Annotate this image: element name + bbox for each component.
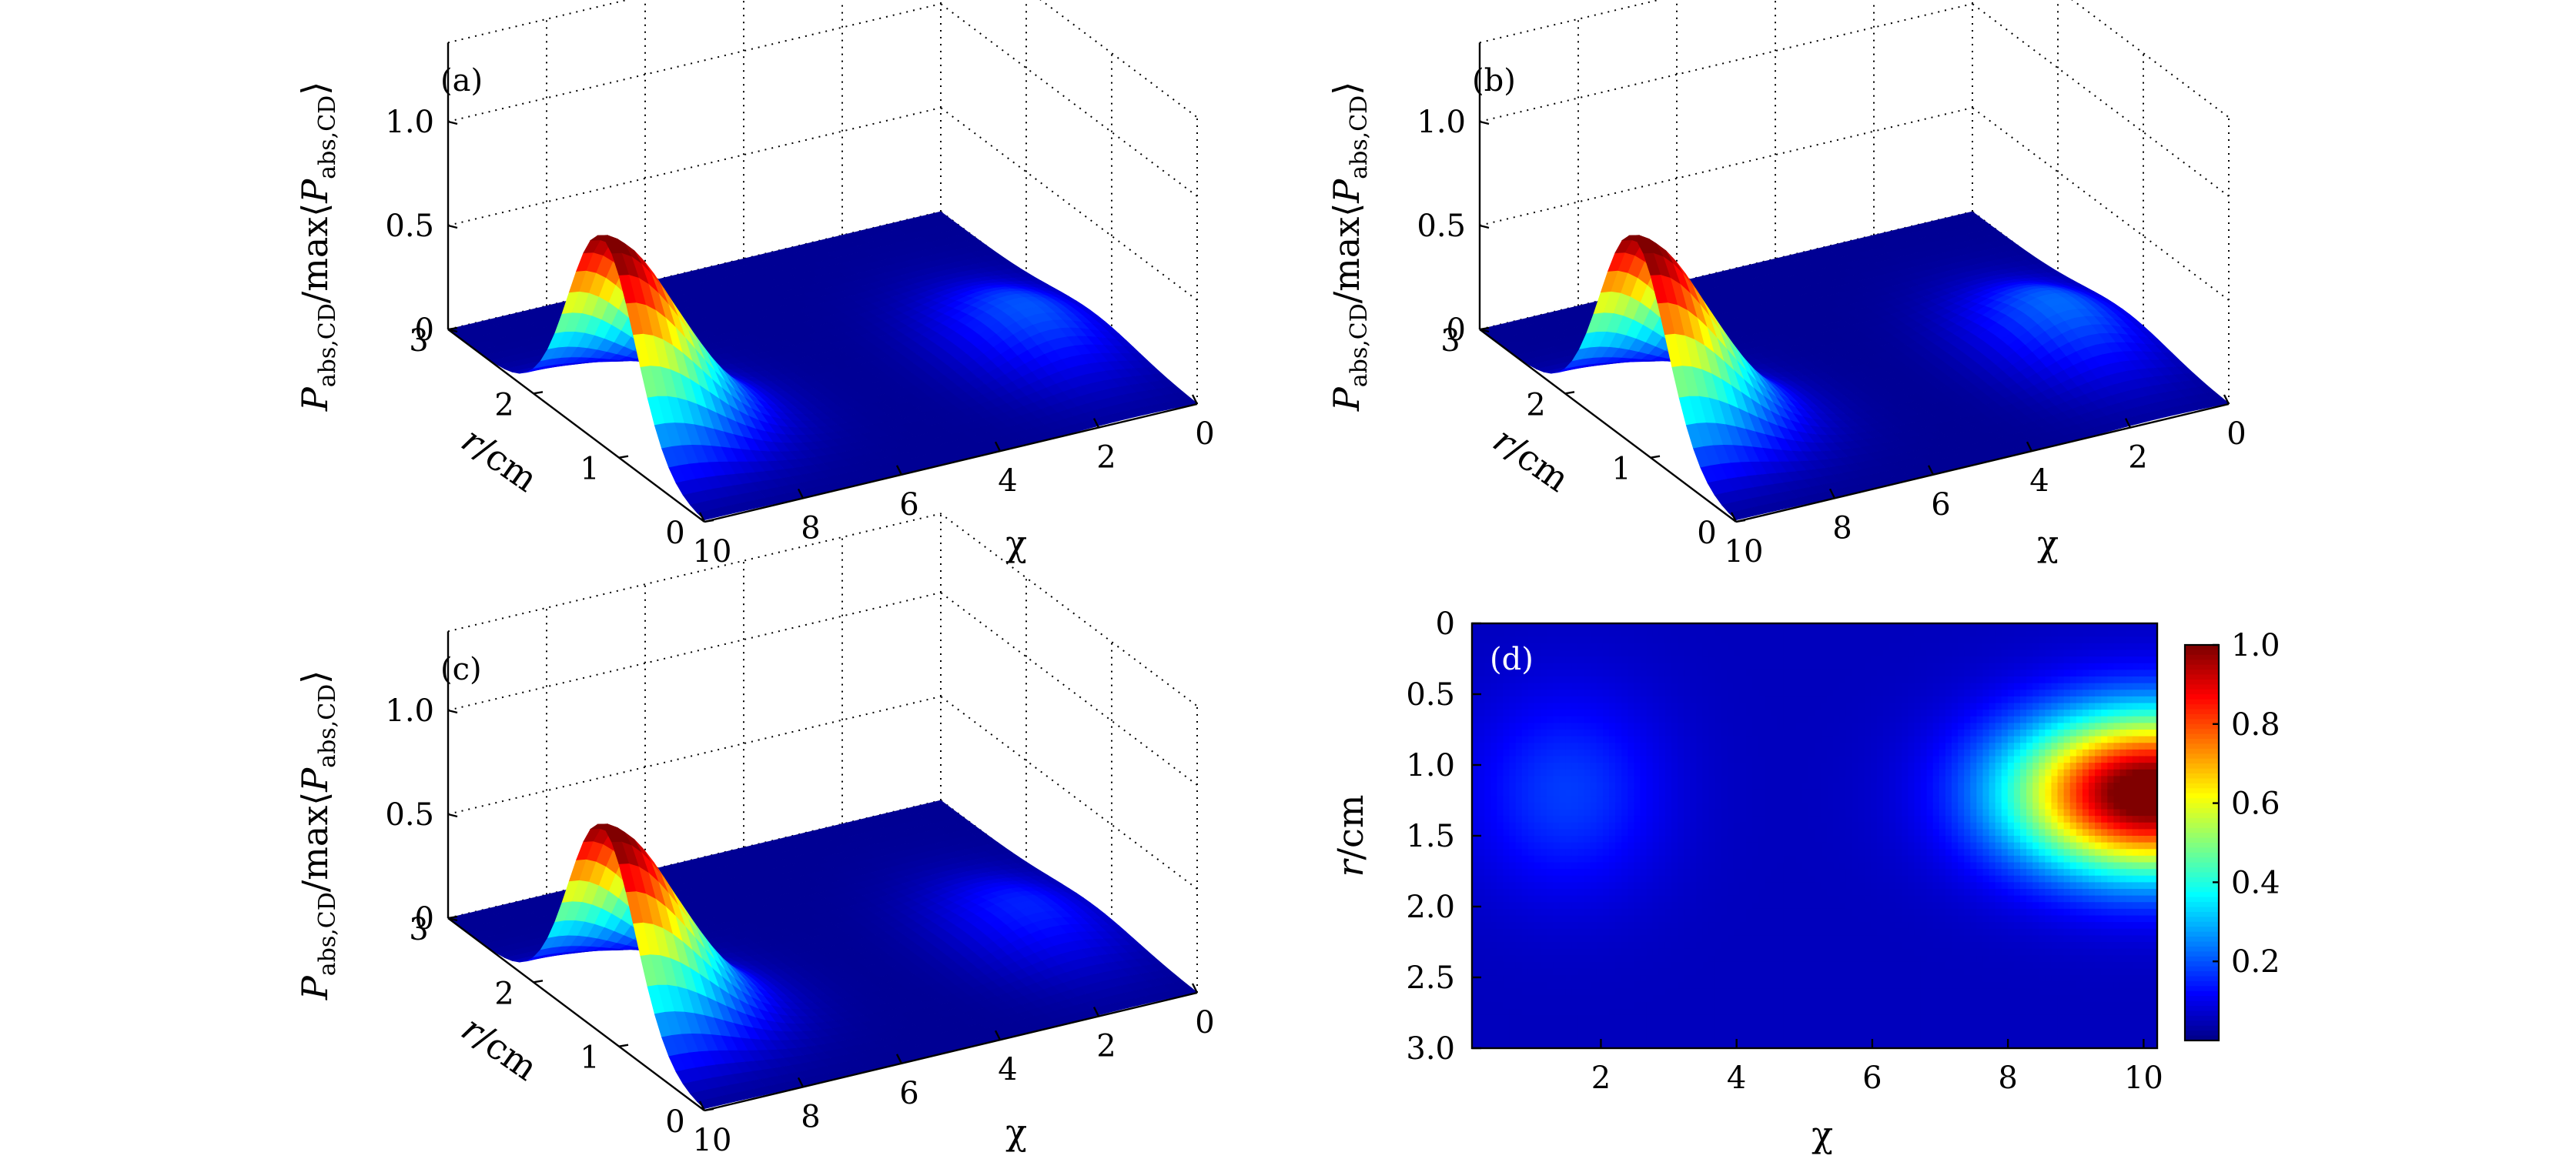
x-tick-c: 4 xyxy=(998,1052,1017,1087)
x-tick-c: 2 xyxy=(1096,1029,1116,1064)
svg-text:Pabs,CD/max⟨Pabs,CD⟩: Pabs,CD/max⟨Pabs,CD⟩ xyxy=(294,82,341,412)
panel-label-c: (c) xyxy=(440,652,482,687)
heatmap-x-tick: 10 xyxy=(2124,1060,2163,1096)
heatmap-x-tick: 2 xyxy=(1591,1060,1611,1096)
panel-label-b: (b) xyxy=(1472,63,1516,99)
colorbar-tick: 0.8 xyxy=(2231,707,2280,743)
z-tick-a: 0.5 xyxy=(385,209,434,244)
r-tick-a: 3 xyxy=(409,323,428,359)
colorbar-tick: 0.4 xyxy=(2231,865,2280,900)
z-tick-c: 0.5 xyxy=(385,797,434,833)
z-tick-b: 0.5 xyxy=(1417,209,1466,244)
x-tick-a: 8 xyxy=(801,510,820,546)
x-tick-b: 0 xyxy=(2226,416,2246,452)
colorbar-tick: 0.2 xyxy=(2231,944,2280,980)
colorbar: 0.2 0.4 0.6 0.8 1.0 xyxy=(2183,628,2280,1042)
x-axis-label-a: χ xyxy=(1005,523,1027,564)
z-tick-b: 1.0 xyxy=(1417,105,1466,140)
heatmap-y-tick: 2.0 xyxy=(1406,890,1455,925)
heatmap-x-label: χ xyxy=(1812,1114,1833,1155)
surface-mesh-a xyxy=(447,211,1198,521)
surface-panel-b: 1086420012300.51.0χr/cmPabs,CD/max⟨Pabs,… xyxy=(1326,0,2246,569)
z-tick-a: 1.0 xyxy=(385,105,434,140)
svg-text:Pabs,CD/max⟨Pabs,CD⟩: Pabs,CD/max⟨Pabs,CD⟩ xyxy=(1326,82,1373,412)
z-tick-b: 0 xyxy=(1447,312,1466,348)
r-tick-a: 2 xyxy=(494,387,514,423)
z-tick-c: 1.0 xyxy=(385,693,434,729)
heatmap-cells xyxy=(1472,623,2158,1049)
svg-text:r/cm: r/cm xyxy=(454,419,546,500)
x-axis-label-b: χ xyxy=(2037,523,2059,564)
x-axis-label-c: χ xyxy=(1005,1111,1027,1153)
panel-label-d: (d) xyxy=(1490,642,1534,677)
x-tick-a: 6 xyxy=(899,487,918,523)
x-tick-c: 6 xyxy=(899,1076,918,1111)
svg-text:r/cm: r/cm xyxy=(1486,419,1577,500)
heatmap-x-tick: 8 xyxy=(1998,1060,2017,1096)
r-tick-b: 2 xyxy=(1526,387,1545,423)
r-tick-c: 3 xyxy=(409,912,428,947)
z-axis-label-c: Pabs,CD/max⟨Pabs,CD⟩ xyxy=(294,670,341,1000)
heatmap-y-tick: 2.5 xyxy=(1406,960,1455,996)
z-tick-a: 0 xyxy=(415,312,434,348)
heatmap-y-tick: 0.5 xyxy=(1406,677,1455,713)
r-tick-b: 0 xyxy=(1697,516,1716,551)
r-tick-c: 2 xyxy=(494,976,514,1011)
heatmap-x-tick: 4 xyxy=(1727,1060,1746,1096)
r-tick-b: 1 xyxy=(1611,452,1631,487)
x-tick-b: 6 xyxy=(1931,487,1950,523)
x-tick-b: 4 xyxy=(2029,463,2049,499)
x-tick-a: 10 xyxy=(693,534,732,569)
heatmap-y-label: r/cm xyxy=(1330,795,1371,877)
r-axis-label-b: r/cm xyxy=(1486,419,1577,500)
r-tick-c: 1 xyxy=(580,1040,599,1076)
x-tick-c: 0 xyxy=(1195,1005,1214,1040)
heatmap-y-tick: 1.0 xyxy=(1406,748,1455,783)
x-tick-b: 8 xyxy=(1832,510,1852,546)
heatmap-y-tick: 3.0 xyxy=(1406,1031,1455,1067)
z-axis-label-a: Pabs,CD/max⟨Pabs,CD⟩ xyxy=(294,82,341,412)
colorbar-tick: 0.6 xyxy=(2231,787,2280,822)
surface-panel-c: 1086420012300.51.0χr/cmPabs,CD/max⟨Pabs,… xyxy=(294,513,1215,1158)
heatmap-panel-d: 2 4 6 8 1000.51.01.52.02.53.0χr/cm(d)0.20.40… xyxy=(1330,606,2280,1155)
x-tick-a: 0 xyxy=(1195,416,1214,452)
r-axis-label-c: r/cm xyxy=(454,1007,546,1089)
z-axis-label-b: Pabs,CD/max⟨Pabs,CD⟩ xyxy=(1326,82,1373,412)
x-tick-c: 8 xyxy=(801,1099,820,1134)
panel-label-a: (a) xyxy=(440,63,483,99)
x-tick-c: 10 xyxy=(693,1123,732,1158)
x-tick-b: 10 xyxy=(1725,534,1764,569)
surface-mesh-b xyxy=(1479,211,2230,521)
r-axis-label-a: r/cm xyxy=(454,419,546,500)
x-tick-a: 4 xyxy=(998,463,1017,499)
heatmap-y-tick: 0 xyxy=(1436,606,1455,642)
heatmap-x-tick: 6 xyxy=(1862,1060,1882,1096)
x-tick-a: 2 xyxy=(1096,440,1116,476)
r-tick-a: 0 xyxy=(665,516,684,551)
surface-mesh-c xyxy=(447,800,1198,1110)
z-tick-c: 0 xyxy=(415,901,434,937)
r-tick-c: 0 xyxy=(665,1104,684,1140)
colorbar-tick: 1.0 xyxy=(2231,628,2280,663)
heatmap-y-tick: 1.5 xyxy=(1406,819,1455,854)
surface-panel-a: 1086420012300.51.0χr/cmPabs,CD/max⟨Pabs,… xyxy=(294,0,1215,569)
x-tick-b: 2 xyxy=(2128,440,2147,476)
r-tick-b: 3 xyxy=(1440,323,1460,359)
r-tick-a: 1 xyxy=(580,452,599,487)
